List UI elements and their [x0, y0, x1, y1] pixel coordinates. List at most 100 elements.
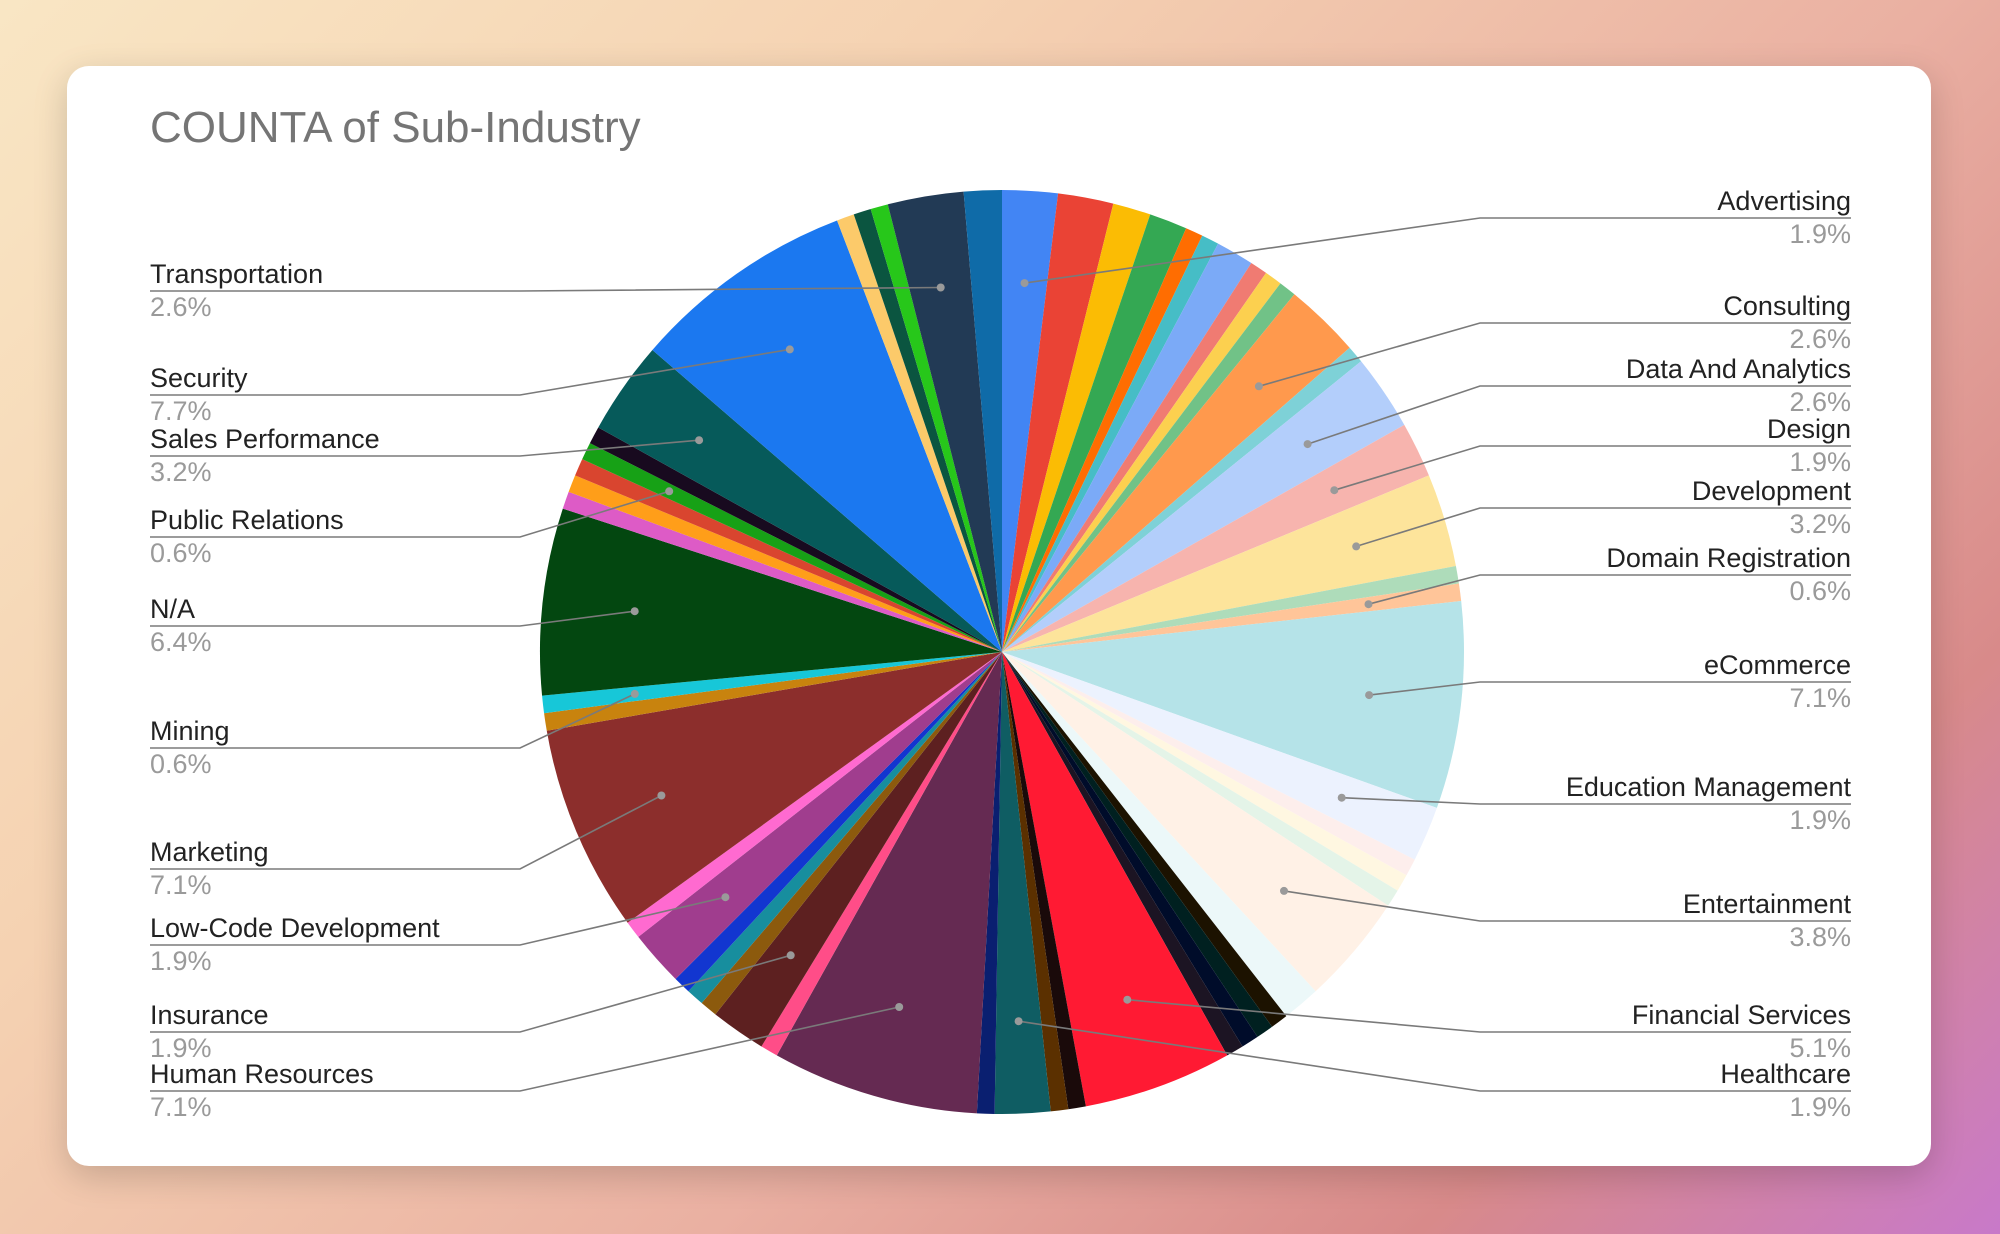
slice-49[interactable] [589, 427, 1002, 652]
pct-advertising: 1.9% [1789, 219, 1851, 249]
slice-advertising[interactable] [1002, 190, 1059, 652]
pct-insurance: 1.9% [150, 1033, 212, 1063]
leader-dot-marketing [657, 791, 666, 800]
slice-1[interactable] [1002, 193, 1114, 653]
slice-insurance[interactable] [715, 652, 1002, 1047]
slice-marketing[interactable] [546, 652, 1002, 923]
slice-security[interactable] [652, 220, 1002, 652]
slice-mining[interactable] [542, 652, 1002, 714]
slice-6[interactable] [1002, 243, 1252, 652]
slice-consulting[interactable] [1002, 294, 1350, 652]
leader-dot-n-a [630, 607, 639, 616]
leader-sales-performance [150, 439, 700, 457]
leader-entertainment [1283, 890, 1851, 922]
slice-25[interactable] [1002, 652, 1273, 1037]
leader-development [1355, 507, 1851, 548]
slice-human-resources[interactable] [776, 652, 1002, 1114]
leader-data-and-analytics [1307, 385, 1851, 445]
slice-24[interactable] [1002, 652, 1287, 1027]
slice-3[interactable] [1002, 214, 1187, 652]
slice-financial-services[interactable] [1002, 652, 1228, 1107]
slice-domain-registration[interactable] [1002, 583, 1462, 652]
slice-design[interactable] [1002, 424, 1429, 652]
slice-40[interactable] [627, 652, 1002, 937]
slice-30[interactable] [1002, 652, 1069, 1112]
slice-53[interactable] [853, 209, 1002, 652]
slice-46[interactable] [568, 475, 1002, 652]
leader-advertising [1024, 217, 1851, 284]
label-design: Design [1767, 414, 1851, 444]
slice-32[interactable] [976, 652, 1002, 1114]
slice-n-a[interactable] [540, 508, 1002, 696]
pct-sales-performance: 3.2% [150, 457, 212, 487]
leader-public-relations [150, 490, 670, 538]
leader-dot-data-and-analytics [1303, 440, 1312, 449]
leader-low-code-development [150, 896, 726, 946]
slice-36[interactable] [701, 652, 1002, 1015]
label-ecommerce: eCommerce [1704, 650, 1851, 680]
slice-38[interactable] [675, 652, 1002, 992]
slice-27[interactable] [1002, 652, 1243, 1056]
slice-15[interactable] [1002, 565, 1459, 652]
slice-public-relations[interactable] [582, 443, 1002, 652]
pct-data-and-analytics: 2.6% [1789, 387, 1851, 417]
slice-2[interactable] [1002, 203, 1151, 652]
slice-5[interactable] [1002, 235, 1219, 652]
slice-11[interactable] [1002, 347, 1362, 652]
chart-title: COUNTA of Sub-Industry [150, 103, 641, 152]
leader-healthcare [1018, 1020, 1851, 1092]
leader-dot-design [1330, 486, 1339, 495]
slice-29[interactable] [1002, 652, 1086, 1110]
slice-23[interactable] [1002, 652, 1316, 1017]
leader-mining [150, 693, 636, 749]
slice-37[interactable] [688, 652, 1002, 1004]
label-public-relations: Public Relations [150, 505, 344, 535]
leader-ecommerce [1369, 681, 1851, 696]
leader-dot-financial-services [1123, 995, 1132, 1004]
pct-public-relations: 0.6% [150, 538, 212, 568]
slice-42[interactable] [544, 652, 1002, 731]
leader-human-resources [150, 1006, 900, 1092]
slice-7[interactable] [1002, 263, 1267, 652]
slice-21[interactable] [1002, 652, 1398, 906]
slice-8[interactable] [1002, 272, 1281, 652]
slice-ecommerce[interactable] [1002, 601, 1464, 808]
label-security: Security [150, 363, 248, 393]
slice-transportation[interactable] [887, 191, 1002, 652]
slice-45[interactable] [562, 491, 1002, 652]
leader-dot-public-relations [665, 487, 674, 496]
slice-54[interactable] [870, 204, 1002, 652]
label-low-code-development: Low-Code Development [150, 913, 440, 943]
slice-entertainment[interactable] [1002, 652, 1389, 992]
pct-low-code-development: 1.9% [150, 946, 212, 976]
slice-19[interactable] [1002, 652, 1415, 876]
slice-20[interactable] [1002, 652, 1407, 891]
leader-consulting [1258, 322, 1851, 388]
pct-development: 3.2% [1789, 509, 1851, 539]
leader-dot-human-resources [895, 1003, 904, 1011]
leader-dot-development [1352, 542, 1361, 551]
slice-56[interactable] [963, 190, 1002, 652]
leader-dot-transportation [936, 283, 945, 292]
label-mining: Mining [150, 716, 230, 746]
leader-financial-services [1127, 998, 1851, 1033]
slice-47[interactable] [575, 459, 1002, 652]
slice-4[interactable] [1002, 228, 1203, 652]
slice-34[interactable] [761, 652, 1002, 1056]
leader-security [150, 348, 790, 396]
slice-52[interactable] [837, 214, 1002, 652]
slice-9[interactable] [1002, 283, 1295, 652]
slice-26[interactable] [1002, 652, 1258, 1047]
leader-dot-entertainment [1280, 886, 1288, 895]
leader-dot-low-code-development [721, 893, 730, 902]
leader-transportation [150, 286, 941, 292]
slice-development[interactable] [1002, 475, 1456, 652]
pct-domain-registration: 0.6% [1789, 576, 1851, 606]
pct-security: 7.7% [150, 396, 212, 426]
slice-sales-performance[interactable] [598, 349, 1002, 652]
label-transportation: Transportation [150, 259, 323, 289]
label-marketing: Marketing [150, 837, 269, 867]
slice-data-and-analytics[interactable] [1002, 361, 1405, 652]
slice-healthcare[interactable] [994, 652, 1051, 1114]
slice-education-management[interactable] [1002, 652, 1437, 860]
